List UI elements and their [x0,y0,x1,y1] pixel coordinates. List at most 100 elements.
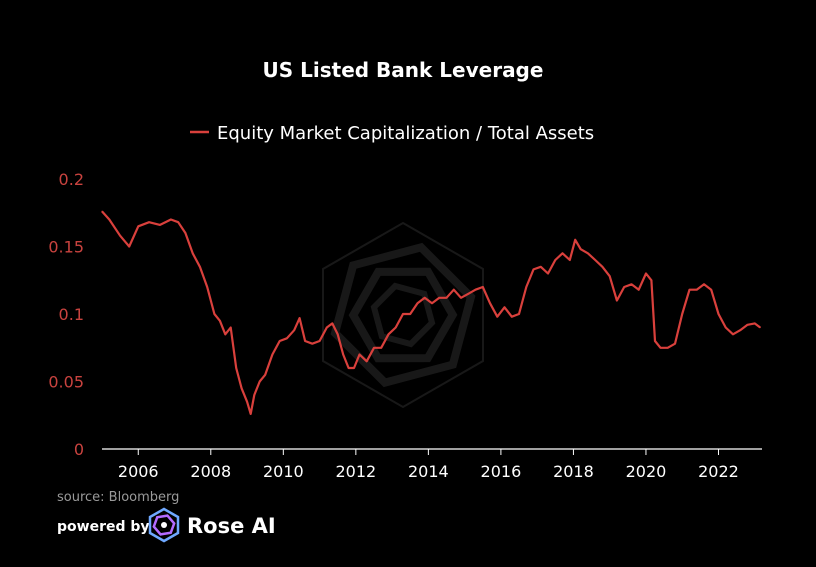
series-point [474,289,477,291]
series-point [739,329,741,331]
series-point [554,259,556,261]
series-point [638,289,640,291]
brand-name: Rose AI [187,514,276,538]
series-point [732,333,734,335]
series-point [358,353,361,356]
series-point [293,329,295,331]
series-point [717,313,720,315]
x-tick-label: 2018 [553,462,594,481]
series-point [725,326,727,329]
series-point [424,297,426,299]
series-point [119,235,121,237]
series-point [402,313,404,315]
series-point [159,224,161,226]
chart-title: US Listed Bank Leverage [263,58,544,82]
legend: Equity Market Capitalization / Total Ass… [190,123,594,144]
series-point [213,313,215,315]
series-point [128,245,130,248]
series-point [279,340,281,342]
y-axis: 0 0.05 0.1 0.15 0.2 [48,170,84,459]
series-point [746,324,749,326]
series-point [503,306,506,308]
legend-label: Equity Market Capitalization / Total Ass… [217,123,594,144]
series-point [337,333,339,335]
series-point [587,252,589,254]
series-point [688,289,691,291]
x-tick-label: 2014 [408,462,449,481]
series-point [253,394,255,396]
series-point [206,286,208,288]
series-point [326,326,328,329]
x-tick-label: 2012 [335,462,376,481]
series-point [108,218,110,221]
series-point [453,289,455,291]
series-point [101,210,103,212]
y-tick-label: 0.1 [59,305,84,324]
series-point [219,320,221,322]
series-point [482,286,484,288]
series-point [271,353,273,356]
series-point [650,279,653,281]
series-point [489,302,491,304]
series-point [511,316,513,318]
rose-ai-watermark [322,221,484,409]
series-point [259,380,261,383]
series-point [518,313,520,315]
series-point [380,347,382,349]
series-point [561,252,564,254]
series-point [199,266,201,268]
series-point [373,347,375,349]
series-point [601,266,604,268]
series-point [754,322,756,324]
x-tick-label: 2010 [263,462,304,481]
series-point [170,218,172,221]
series-point [230,326,232,329]
rose-ai-logo-icon [148,507,180,543]
series-point [387,333,390,335]
series-point [366,360,368,362]
series-point [264,374,266,376]
series-point [353,367,355,369]
series-point [594,259,596,261]
source-note: source: Bloomberg [57,490,179,505]
series-point [630,283,633,285]
series-point [540,266,542,268]
series-point [311,343,313,345]
series-point [184,232,186,234]
series-line [101,210,761,415]
series-point [674,343,676,345]
series-point [496,316,498,318]
series-point [304,340,306,342]
series-point [331,322,333,324]
series-point [319,340,321,342]
series-point [547,272,549,275]
series-point [416,302,419,304]
series-point [696,289,698,291]
series-point [759,326,761,329]
series-point [616,299,618,302]
series-point [654,340,656,342]
series-point [659,347,662,349]
series-point [177,221,179,223]
x-tick-label: 2008 [190,462,231,481]
series-point [532,268,535,270]
footer-branding: powered by Rose AI [57,507,276,543]
series-point [525,286,527,288]
series-point [703,283,705,285]
series-points [101,210,761,415]
series-point [137,225,139,227]
y-tick-label: 0.2 [59,170,84,189]
series-point [681,313,683,315]
series-point [460,297,462,299]
series-point [574,239,576,241]
series-point [623,286,625,288]
series-point [409,313,411,315]
series-point [467,293,469,295]
series-point [580,248,582,250]
series-point [235,367,237,369]
y-tick-label: 0 [74,440,84,459]
x-tick-label: 2022 [698,462,739,481]
series-point [348,367,350,369]
series-point [286,337,288,339]
x-axis: 2006 2008 2010 2012 2014 2016 2018 2020 2022 [118,449,739,481]
